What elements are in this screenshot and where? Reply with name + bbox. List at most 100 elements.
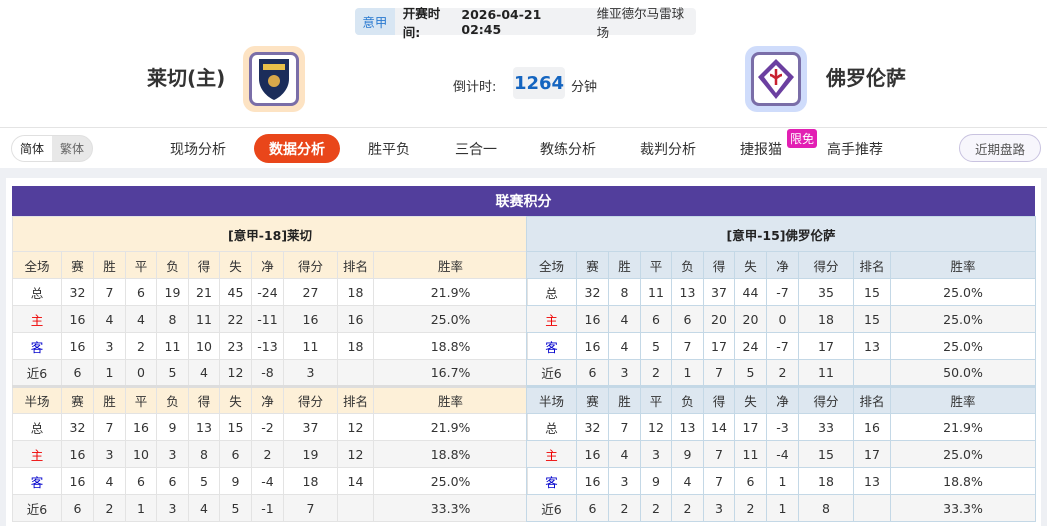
stat-cell: 18.8%: [372, 440, 529, 468]
stat-cell: 33: [798, 413, 854, 441]
row-label: 总: [526, 413, 577, 441]
stat-cell: 1: [766, 467, 799, 495]
half-column-header-row: 半场赛胜平负得失净得分 排名 胜率: [12, 385, 529, 414]
stat-cell: 12: [337, 440, 374, 468]
away-team-logo[interactable]: [745, 46, 807, 112]
recent-trend-button[interactable]: 近期盘路: [959, 134, 1041, 162]
stat-cell: 4: [125, 305, 157, 333]
stat-cell: 18.8%: [889, 467, 1037, 495]
simplified-button[interactable]: 简体: [12, 136, 52, 161]
column-header: 排名: [337, 385, 374, 414]
stat-cell: 25.0%: [889, 305, 1037, 333]
stat-cell: 2: [125, 332, 157, 360]
stat-cell: 8: [608, 278, 641, 306]
stat-cell: 32: [61, 278, 94, 306]
stat-cell: [337, 494, 374, 522]
league-tag[interactable]: 意甲: [355, 8, 395, 35]
tab-data-analysis[interactable]: 数据分析: [254, 134, 340, 163]
stat-cell: 6: [125, 467, 157, 495]
language-toggle[interactable]: 简体 繁体: [11, 135, 93, 162]
stat-cell: 4: [93, 305, 126, 333]
table-row: 近6 6 1 0 5 4 12 -8 3 16.7%: [12, 359, 529, 387]
row-label: 近6: [12, 359, 62, 387]
stat-cell: 7: [608, 413, 641, 441]
stat-cell: 16: [61, 305, 94, 333]
stat-cell: 4: [93, 467, 126, 495]
stat-cell: 12: [640, 413, 672, 441]
countdown-unit: 分钟: [571, 80, 598, 95]
stat-cell: 27: [283, 278, 338, 306]
tab-live-analysis[interactable]: 现场分析: [170, 141, 226, 158]
stat-cell: 3: [93, 440, 126, 468]
stat-cell: 16: [283, 305, 338, 333]
stat-cell: 7: [93, 278, 126, 306]
home-team-name[interactable]: 莱切(主): [147, 66, 226, 90]
column-header: 得: [703, 251, 735, 279]
column-header: 失: [219, 251, 252, 279]
column-header: 失: [219, 385, 252, 414]
stat-cell: 21.9%: [372, 413, 529, 441]
stat-cell: 3: [608, 467, 641, 495]
column-header: 胜: [608, 385, 641, 414]
column-header: 赛: [576, 385, 609, 414]
table-row: 客 16 3 2 11 10 23 -13 11 18 18.8%: [12, 332, 529, 360]
stat-cell: [337, 359, 374, 387]
row-label: 近6: [526, 494, 577, 522]
stat-cell: 1: [93, 359, 126, 387]
tab-expert-picks[interactable]: 高手推荐: [827, 141, 883, 158]
stat-cell: 16: [337, 305, 374, 333]
column-header: 全场: [526, 251, 577, 279]
column-header: 胜率: [889, 385, 1037, 414]
stat-cell: -7: [766, 332, 799, 360]
row-label: 主: [12, 305, 62, 333]
stat-cell: 23: [219, 332, 252, 360]
tab-referee-analysis[interactable]: 裁判分析: [640, 141, 696, 158]
tab-coach-analysis[interactable]: 教练分析: [540, 141, 596, 158]
stat-cell: 16: [61, 332, 94, 360]
column-header: 赛: [61, 251, 94, 279]
stat-cell: 25.0%: [372, 305, 529, 333]
stat-cell: 9: [219, 467, 252, 495]
stat-cell: 16: [576, 305, 609, 333]
stat-cell: 3: [156, 440, 189, 468]
stat-cell: 9: [640, 467, 672, 495]
stat-cell: 1: [671, 359, 704, 387]
column-header: 负: [671, 251, 704, 279]
tab-jiebaomao[interactable]: 捷报猫: [740, 141, 782, 158]
table-row: 近6 6 3 2 1 7 5 2 11 50.0%: [526, 359, 1037, 387]
away-team-name[interactable]: 佛罗伦萨: [826, 66, 906, 90]
table-row: 总 32 7 16 9 13 15 -2 37 12 21.9%: [12, 413, 529, 441]
stat-cell: 18: [337, 332, 374, 360]
full-column-header-row: 全场赛胜平负得失净得分 排名 胜率: [12, 251, 529, 279]
stat-cell: -11: [251, 305, 284, 333]
stat-cell: 18: [337, 278, 374, 306]
stat-cell: 16: [125, 413, 157, 441]
stat-cell: -3: [766, 413, 799, 441]
column-header: 净: [766, 385, 799, 414]
stat-cell: 2: [251, 440, 284, 468]
traditional-button[interactable]: 繁体: [59, 142, 84, 156]
stat-cell: 2: [640, 359, 672, 387]
stat-cell: 16: [61, 467, 94, 495]
stat-cell: 50.0%: [889, 359, 1037, 387]
column-header: 半场: [12, 385, 62, 414]
stat-cell: 9: [671, 440, 704, 468]
lecce-crest-icon: [259, 59, 289, 100]
stat-cell: 11: [156, 332, 189, 360]
table-row: 主 16 4 4 8 11 22 -11 16 16 25.0%: [12, 305, 529, 333]
stat-cell: 15: [798, 440, 854, 468]
stat-cell: 6: [125, 278, 157, 306]
stat-cell: 5: [156, 359, 189, 387]
table-row: 总 32 7 12 13 14 17 -3 33 16 21.9%: [526, 413, 1037, 441]
column-header: 净: [766, 251, 799, 279]
stat-cell: -2: [251, 413, 284, 441]
column-header: 得分: [283, 385, 338, 414]
stat-cell: 24: [734, 332, 767, 360]
stat-cell: 21: [188, 278, 220, 306]
tab-win-draw-loss[interactable]: 胜平负: [368, 141, 410, 158]
column-header: 排名: [853, 251, 891, 279]
home-team-logo[interactable]: [243, 46, 305, 112]
tab-three-in-one[interactable]: 三合一: [455, 141, 497, 158]
stat-cell: 18: [283, 467, 338, 495]
stat-cell: 10: [125, 440, 157, 468]
